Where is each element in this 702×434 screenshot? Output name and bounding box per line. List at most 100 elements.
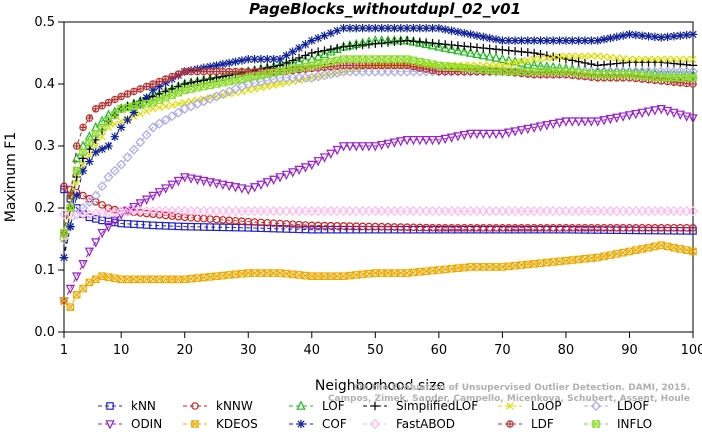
data-point-simplifiedlof bbox=[377, 38, 386, 48]
data-point-odin bbox=[103, 222, 114, 233]
y-tick-label: 0.4 bbox=[34, 77, 55, 92]
data-point-lof bbox=[459, 46, 469, 56]
legend-marker-knnw bbox=[191, 402, 199, 410]
data-point-odin bbox=[383, 139, 393, 150]
data-point-ldf bbox=[206, 67, 214, 76]
data-point-loop bbox=[168, 101, 176, 109]
data-point-kdeos bbox=[447, 264, 456, 273]
data-point-ldof bbox=[147, 122, 158, 133]
data-point-odin bbox=[650, 106, 660, 116]
x-tick-label: 40 bbox=[304, 343, 321, 358]
data-point-cof bbox=[555, 36, 564, 45]
data-point-knnw bbox=[60, 182, 68, 191]
data-point-ldf bbox=[111, 95, 119, 104]
data-point-cof bbox=[479, 32, 488, 42]
data-point-inflo bbox=[180, 86, 189, 94]
data-point-ldf bbox=[225, 67, 233, 76]
data-point-kdeos bbox=[435, 266, 443, 274]
data-point-cof bbox=[358, 24, 367, 33]
chart-title: PageBlocks_withoutdupl_02_v01 bbox=[249, 0, 521, 18]
data-point-simplifiedlof bbox=[409, 37, 418, 46]
data-point-cof bbox=[593, 36, 602, 45]
data-point-loop bbox=[219, 91, 227, 99]
data-point-odin bbox=[91, 238, 101, 248]
data-point-ldf bbox=[428, 66, 437, 75]
data-point-odin bbox=[192, 175, 203, 186]
data-point-loop bbox=[511, 59, 519, 67]
data-point-odin bbox=[230, 183, 241, 193]
data-point-cof bbox=[307, 36, 316, 45]
data-point-inflo bbox=[104, 117, 113, 125]
data-point-odin bbox=[205, 178, 215, 188]
data-point-inflo bbox=[91, 129, 100, 138]
data-point-cof bbox=[396, 24, 405, 33]
data-point-loop bbox=[549, 53, 557, 61]
y-tick-label: 0.5 bbox=[34, 15, 55, 30]
data-point-inflo bbox=[333, 56, 342, 65]
legend-marker-inflo bbox=[592, 420, 600, 428]
data-point-cof bbox=[320, 31, 329, 40]
data-point-cof bbox=[517, 36, 526, 45]
data-point-odin bbox=[624, 111, 635, 121]
data-point-kdeos bbox=[555, 257, 564, 266]
data-point-kdeos bbox=[651, 242, 659, 251]
data-point-lof bbox=[491, 52, 501, 62]
data-point-lof bbox=[326, 46, 336, 56]
data-point-ldf bbox=[98, 101, 106, 110]
data-point-kdeos bbox=[365, 269, 373, 278]
y-axis: 0.0 0.1 0.2 0.3 0.4 0.5 bbox=[34, 15, 64, 340]
legend-item-ldof: LDOF bbox=[584, 399, 649, 413]
data-point-odin bbox=[345, 142, 355, 152]
data-point-cof bbox=[97, 144, 107, 154]
data-point-odin bbox=[535, 122, 546, 132]
data-point-odin bbox=[281, 170, 292, 181]
citation-watermark-line-1: On the Evaluation of Unsupervised Outlie… bbox=[355, 383, 690, 393]
data-point-ldf bbox=[142, 82, 151, 91]
data-point-ldof bbox=[97, 181, 108, 192]
series-kdeos bbox=[60, 241, 697, 311]
data-point-cof bbox=[485, 33, 494, 43]
data-point-kdeos bbox=[352, 271, 361, 279]
data-point-odin bbox=[154, 188, 164, 198]
data-point-odin bbox=[446, 133, 457, 143]
data-point-loop bbox=[555, 53, 564, 61]
data-point-kdeos bbox=[276, 269, 284, 277]
data-point-kdeos bbox=[536, 259, 545, 267]
data-point-odin bbox=[548, 119, 558, 130]
data-point-odin bbox=[472, 129, 482, 140]
data-point-cof bbox=[390, 24, 399, 33]
legend-label-ldof: LDOF bbox=[617, 399, 649, 413]
data-point-ldf bbox=[212, 67, 221, 76]
data-point-inflo bbox=[371, 55, 380, 63]
data-point-kdeos bbox=[524, 260, 532, 269]
data-point-cof bbox=[244, 55, 253, 64]
data-point-cof bbox=[339, 24, 348, 33]
data-point-simplifiedlof bbox=[485, 44, 494, 53]
data-point-kdeos bbox=[428, 266, 437, 275]
data-point-odin bbox=[84, 247, 95, 257]
data-point-kdeos bbox=[225, 271, 233, 279]
data-point-inflo bbox=[212, 80, 221, 88]
data-point-simplifiedlof bbox=[320, 46, 329, 55]
data-point-kdeos bbox=[504, 262, 513, 271]
data-point-odin bbox=[370, 142, 380, 152]
data-point-simplifiedlof bbox=[358, 40, 367, 50]
data-point-odin bbox=[332, 145, 342, 156]
data-point-ldf bbox=[435, 67, 443, 76]
data-point-inflo bbox=[117, 105, 125, 113]
data-point-ldof bbox=[122, 152, 133, 163]
data-point-kdeos bbox=[644, 243, 653, 252]
data-point-ldf bbox=[155, 77, 164, 86]
legend-label-knnw: kNNW bbox=[216, 399, 253, 413]
x-tick-label: 50 bbox=[367, 343, 384, 358]
data-point-ldf bbox=[91, 105, 100, 113]
y-tick-label: 0.3 bbox=[34, 139, 55, 154]
data-point-inflo bbox=[250, 72, 259, 81]
data-point-cof bbox=[371, 24, 380, 33]
data-point-simplifiedlof bbox=[593, 61, 602, 70]
data-point-cof bbox=[59, 253, 69, 262]
legend-marker-simplifiedlof bbox=[370, 401, 380, 411]
data-point-inflo bbox=[66, 204, 75, 212]
data-point-ldf bbox=[219, 67, 227, 76]
data-point-cof bbox=[142, 93, 151, 102]
